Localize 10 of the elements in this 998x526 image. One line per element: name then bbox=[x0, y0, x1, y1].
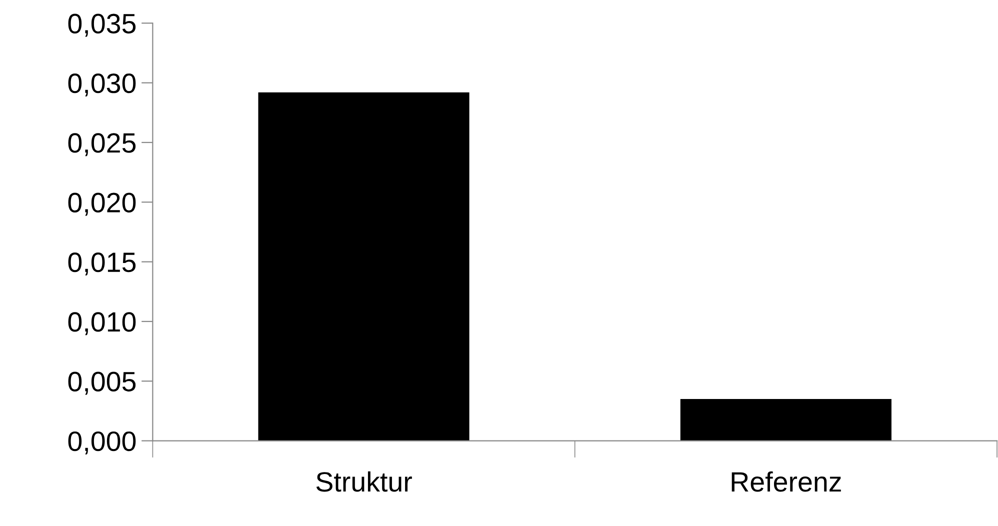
x-tick-label: Struktur bbox=[316, 471, 412, 492]
y-tick-label: 0,015 bbox=[68, 252, 136, 276]
y-tick-label: 0,020 bbox=[68, 192, 136, 216]
y-tick-label: 0,005 bbox=[68, 372, 136, 395]
y-tick-label: 0,030 bbox=[68, 73, 136, 96]
y-tick-label: 0,035 bbox=[68, 14, 136, 37]
y-tick-label: 0,000 bbox=[68, 431, 136, 454]
y-tick-label: 0,025 bbox=[68, 133, 136, 156]
y-tick-label: 0,010 bbox=[68, 312, 136, 336]
x-tick-label: Referenz bbox=[732, 471, 841, 492]
